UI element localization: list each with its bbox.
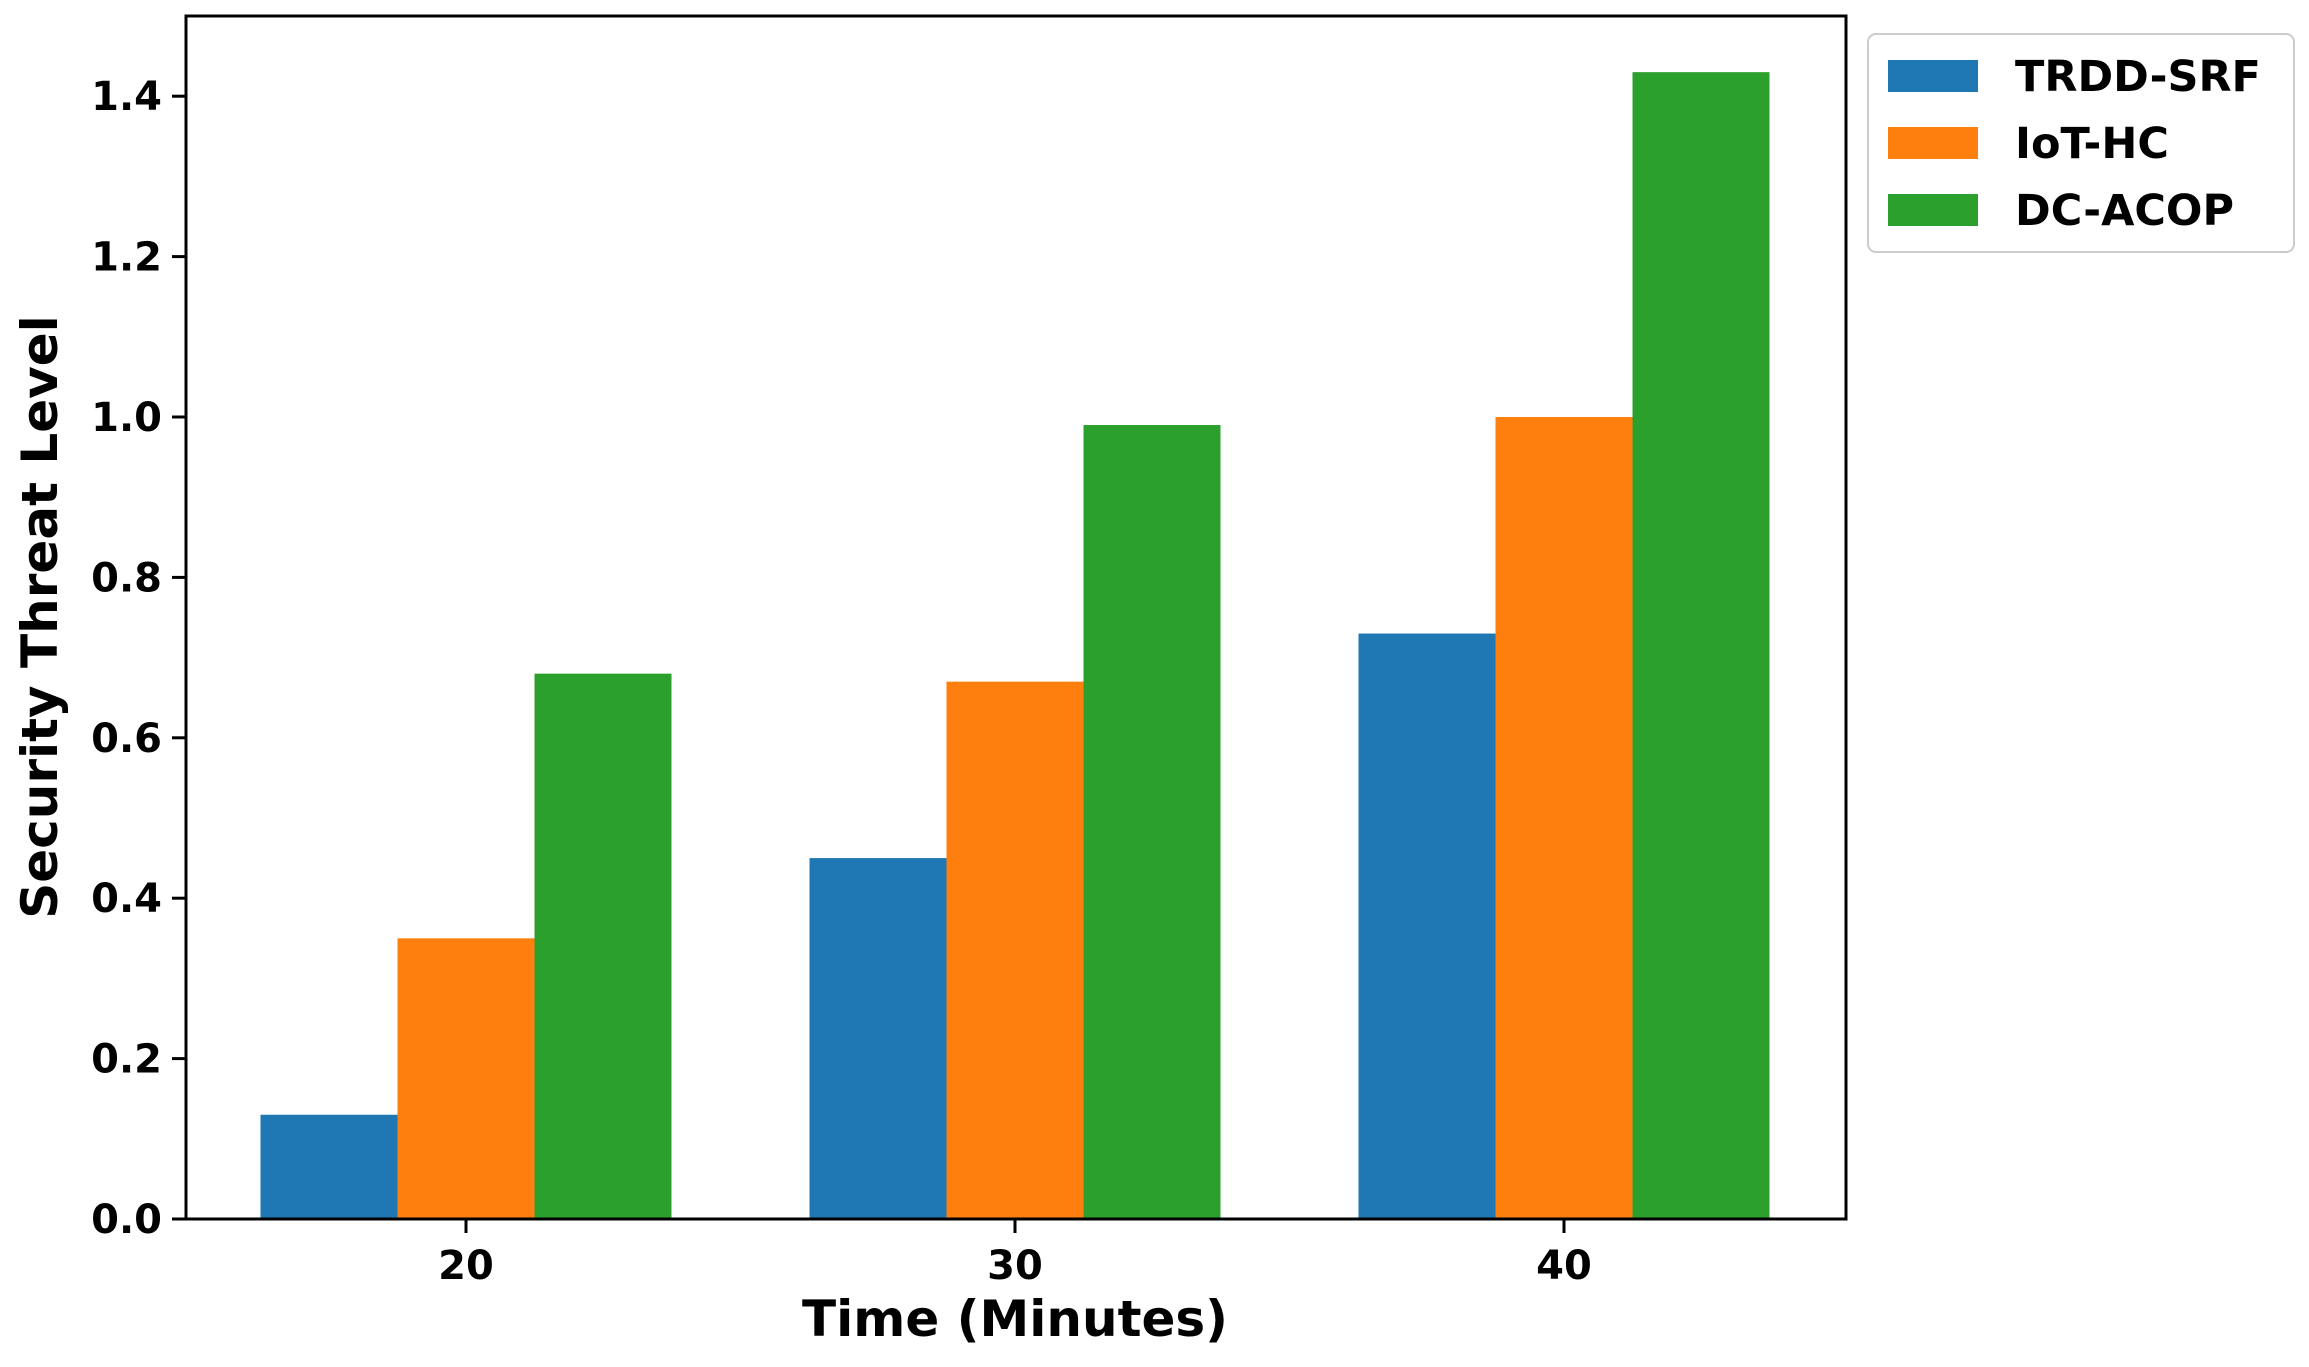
y-tick-label: 0.4 bbox=[91, 876, 162, 922]
bars bbox=[260, 72, 1770, 1219]
legend-swatch-dc-acop bbox=[1888, 194, 1978, 226]
bar-trdd-srf-40 bbox=[1358, 633, 1496, 1219]
legend-label-iot-hc: IoT-HC bbox=[2015, 119, 2169, 169]
y-tick-label: 1.4 bbox=[91, 74, 162, 120]
legend: TRDD-SRF IoT-HC DC-ACOP bbox=[1867, 33, 2295, 253]
legend-label-dc-acop: DC-ACOP bbox=[2015, 186, 2234, 236]
bar-iot-hc-20 bbox=[397, 938, 535, 1219]
y-tick-label: 0.2 bbox=[91, 1037, 162, 1083]
y-tick-label: 0.0 bbox=[91, 1197, 162, 1243]
y-tick-label: 0.8 bbox=[91, 555, 162, 601]
y-axis-title: Security Threat Level bbox=[11, 315, 69, 919]
bar-iot-hc-40 bbox=[1495, 417, 1633, 1219]
x-axis-title: Time (Minutes) bbox=[802, 1290, 1228, 1348]
x-tick-label: 20 bbox=[438, 1243, 494, 1289]
x-tick-label: 30 bbox=[987, 1243, 1043, 1289]
legend-swatch-iot-hc bbox=[1888, 127, 1978, 159]
bar-dc-acop-40 bbox=[1632, 72, 1770, 1219]
legend-swatch-trdd-srf bbox=[1888, 60, 1978, 92]
bar-trdd-srf-20 bbox=[260, 1114, 398, 1219]
y-tick-label: 1.2 bbox=[91, 235, 162, 281]
y-axis: 0.0 0.2 0.4 0.6 0.8 1.0 1.2 1.4 bbox=[91, 74, 186, 1243]
x-tick-label: 40 bbox=[1536, 1243, 1592, 1289]
y-tick-label: 1.0 bbox=[91, 395, 162, 441]
bar-dc-acop-20 bbox=[534, 673, 672, 1219]
bar-trdd-srf-30 bbox=[809, 858, 947, 1219]
bar-dc-acop-30 bbox=[1083, 425, 1221, 1219]
y-tick-label: 0.6 bbox=[91, 716, 162, 762]
bar-iot-hc-30 bbox=[946, 681, 1084, 1219]
x-axis: 20 30 40 bbox=[438, 1219, 1592, 1289]
legend-label-trdd-srf: TRDD-SRF bbox=[2015, 52, 2261, 102]
